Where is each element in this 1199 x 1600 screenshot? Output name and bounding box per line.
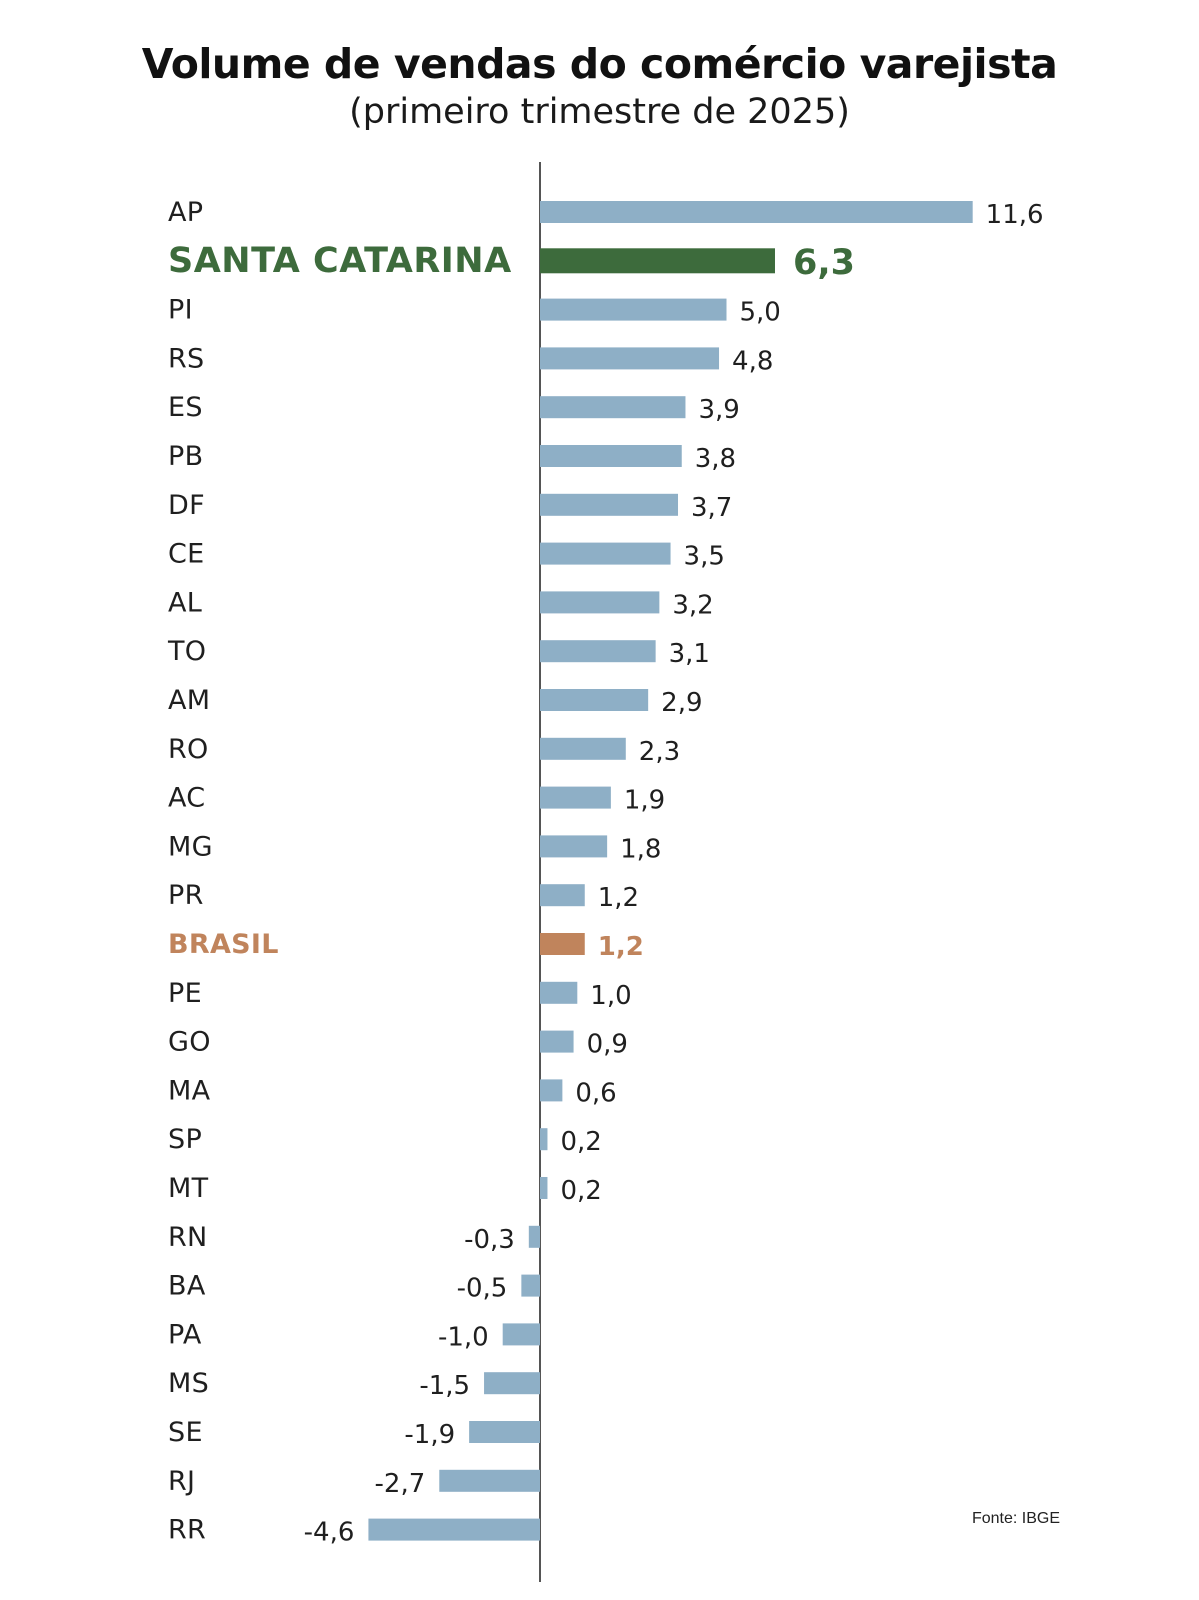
value-label-es: 3,9 bbox=[698, 395, 739, 425]
category-label-mg: MG bbox=[168, 831, 213, 862]
category-label-pe: PE bbox=[168, 978, 202, 1009]
value-label-rr: -4,6 bbox=[304, 1518, 355, 1548]
category-label-pa: PA bbox=[168, 1319, 202, 1350]
category-label-mt: MT bbox=[168, 1173, 209, 1204]
category-label-am: AM bbox=[168, 685, 210, 716]
bar-go bbox=[540, 1030, 574, 1053]
category-label-ro: RO bbox=[168, 734, 209, 765]
chart-subtitle: (primeiro trimestre de 2025) bbox=[349, 92, 850, 132]
category-label-santa-catarina: SANTA CATARINA bbox=[168, 241, 512, 281]
bar-ap bbox=[540, 201, 973, 223]
bar-pe bbox=[540, 981, 578, 1004]
value-label-rj: -2,7 bbox=[375, 1469, 426, 1499]
source-note: Fonte: IBGE bbox=[971, 1510, 1060, 1527]
value-label-al: 3,2 bbox=[672, 590, 713, 620]
title-block: Volume de vendas do comércio varejista (… bbox=[0, 38, 1199, 134]
category-label-rr: RR bbox=[168, 1515, 206, 1546]
bar-ms bbox=[484, 1372, 540, 1395]
category-label-ac: AC bbox=[168, 783, 205, 814]
bar-pi bbox=[540, 298, 727, 321]
value-label-pb: 3,8 bbox=[695, 444, 736, 474]
bar-ro bbox=[540, 737, 626, 760]
category-label-ce: CE bbox=[168, 539, 205, 570]
value-label-ro: 2,3 bbox=[639, 737, 680, 767]
value-label-pr: 1,2 bbox=[598, 883, 639, 913]
value-label-rs: 4,8 bbox=[732, 346, 773, 376]
bar-pa bbox=[502, 1323, 540, 1346]
chart-title: Volume de vendas do comércio varejista bbox=[141, 40, 1058, 88]
value-label-pa: -1,0 bbox=[438, 1322, 489, 1352]
bar-to bbox=[540, 640, 656, 663]
bar-rs bbox=[540, 347, 720, 370]
category-label-sp: SP bbox=[168, 1124, 202, 1155]
value-label-santa-catarina: 6,3 bbox=[793, 243, 855, 283]
bar-rj bbox=[439, 1469, 540, 1492]
category-label-ba: BA bbox=[168, 1271, 206, 1302]
bar-ba bbox=[521, 1274, 540, 1297]
value-label-mt: 0,2 bbox=[560, 1176, 601, 1206]
category-label-pr: PR bbox=[168, 880, 204, 911]
category-label-to: TO bbox=[167, 636, 206, 667]
bar-pb bbox=[540, 445, 682, 467]
bar-pr bbox=[540, 884, 585, 907]
bar-mg bbox=[540, 835, 608, 858]
bar-ce bbox=[540, 542, 671, 565]
category-label-brasil: BRASIL bbox=[168, 929, 279, 960]
value-label-ma: 0,6 bbox=[575, 1078, 616, 1108]
bar-brasil bbox=[540, 933, 585, 955]
category-label-pi: PI bbox=[168, 295, 193, 326]
category-label-rn: RN bbox=[168, 1222, 208, 1253]
category-label-df: DF bbox=[168, 490, 205, 521]
value-label-ba: -0,5 bbox=[457, 1274, 508, 1304]
bar-ac bbox=[540, 786, 611, 809]
value-label-ap: 11,6 bbox=[986, 200, 1044, 230]
value-label-ms: -1,5 bbox=[419, 1371, 470, 1401]
category-label-ms: MS bbox=[168, 1368, 209, 1399]
value-label-pe: 1,0 bbox=[590, 981, 631, 1011]
category-label-pb: PB bbox=[168, 441, 203, 472]
value-label-se: -1,9 bbox=[404, 1420, 455, 1450]
bar-rn bbox=[528, 1225, 540, 1248]
bar-rr bbox=[368, 1518, 540, 1541]
value-label-mg: 1,8 bbox=[620, 834, 661, 864]
value-label-ac: 1,9 bbox=[624, 786, 665, 816]
category-label-ap: AP bbox=[168, 197, 203, 228]
bar-santa-catarina bbox=[540, 248, 775, 274]
bar-se bbox=[469, 1421, 540, 1443]
bar-es bbox=[540, 396, 686, 419]
value-label-am: 2,9 bbox=[661, 688, 702, 718]
value-label-df: 3,7 bbox=[691, 493, 732, 523]
category-label-se: SE bbox=[168, 1417, 203, 1448]
bar-ma bbox=[540, 1079, 563, 1102]
category-label-al: AL bbox=[168, 587, 202, 618]
category-label-es: ES bbox=[168, 392, 203, 423]
value-label-ce: 3,5 bbox=[684, 542, 725, 572]
value-label-rn: -0,3 bbox=[464, 1225, 515, 1255]
bar-mt bbox=[540, 1177, 548, 1199]
value-label-to: 3,1 bbox=[669, 639, 710, 669]
value-label-go: 0,9 bbox=[587, 1030, 628, 1060]
value-label-brasil: 1,2 bbox=[598, 932, 644, 962]
category-label-go: GO bbox=[168, 1027, 211, 1058]
value-label-pi: 5,0 bbox=[740, 298, 781, 328]
value-label-sp: 0,2 bbox=[560, 1127, 601, 1157]
category-label-rj: RJ bbox=[168, 1466, 195, 1497]
category-label-rs: RS bbox=[168, 343, 205, 374]
bar-sp bbox=[540, 1128, 548, 1151]
category-label-ma: MA bbox=[168, 1075, 211, 1106]
bar-df bbox=[540, 493, 679, 516]
bar-am bbox=[540, 689, 649, 711]
bar-al bbox=[540, 591, 660, 614]
